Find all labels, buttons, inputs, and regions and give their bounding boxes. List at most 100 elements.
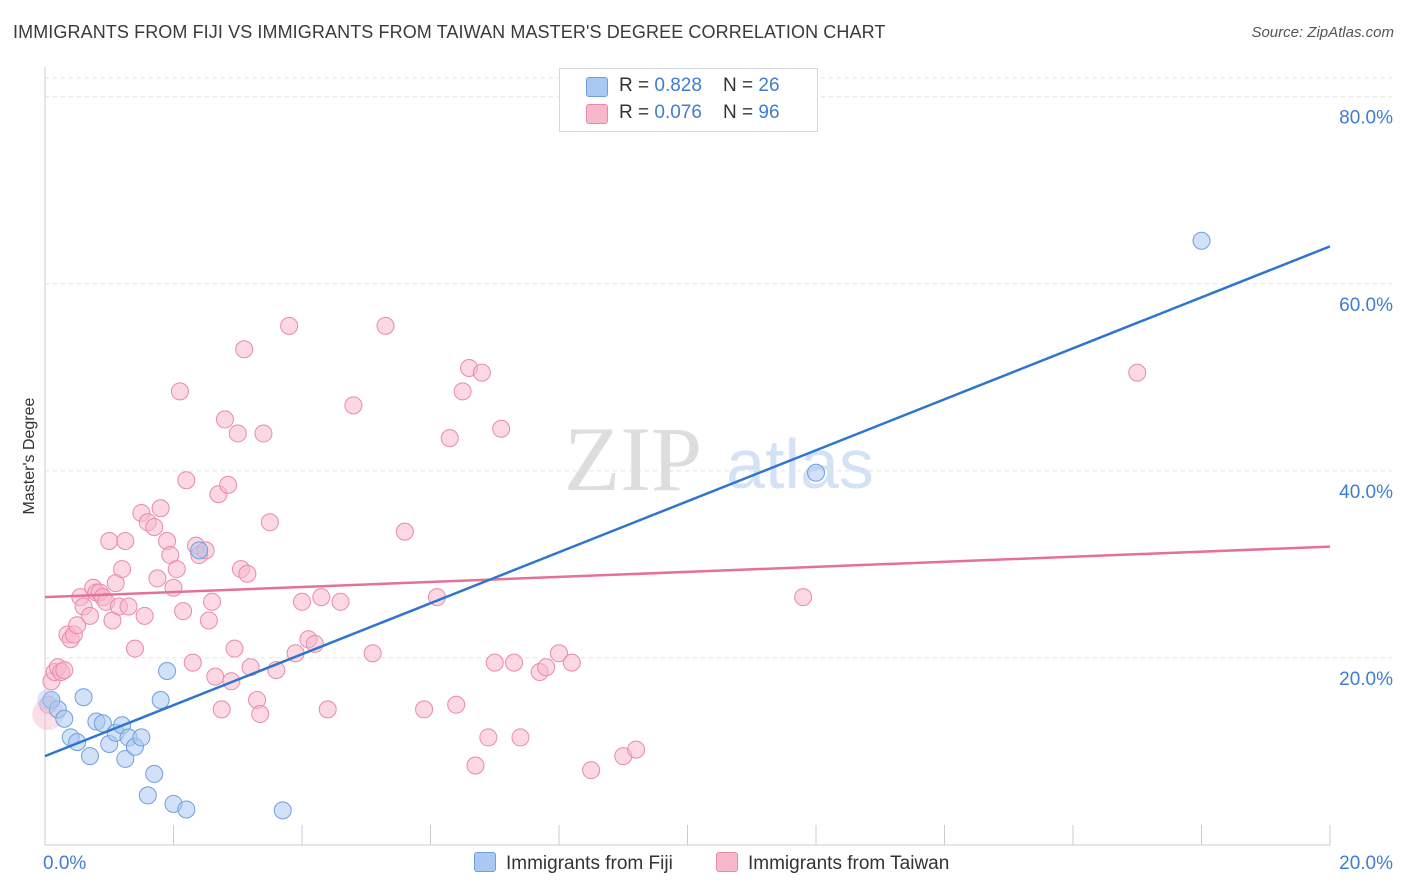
fiji-point [151,691,170,710]
taiwan-point [627,740,646,759]
taiwan-point [135,606,154,625]
taiwan-point [472,363,491,382]
taiwan-point [68,616,87,635]
taiwan-point [177,471,196,490]
taiwan-point [145,517,164,536]
taiwan-point [550,644,568,663]
taiwan-point [100,532,119,551]
legend-r-value-taiwan: 0.076 [654,102,702,123]
fiji-point [145,764,164,783]
taiwan-point [395,522,414,541]
fiji-point [158,662,177,681]
taiwan-point [344,396,363,415]
fiji-point [177,800,196,819]
taiwan-point [199,611,218,630]
legend-swatch-taiwan [586,104,608,124]
taiwan-point [1128,363,1147,382]
taiwan-point [167,560,186,579]
fiji-point [80,747,99,766]
taiwan-point [225,639,244,658]
y-tick-label: 60.0% [1339,295,1393,316]
axes [44,67,1331,846]
taiwan-point [485,653,504,672]
taiwan-point [318,700,337,719]
taiwan-point [212,700,231,719]
bottom-legend-label-fiji: Immigrants from Fiji [506,853,673,874]
y-tick-label: 80.0% [1339,108,1393,129]
taiwan-point [363,644,382,663]
x-tick-label-start: 0.0% [43,853,86,874]
taiwan-point [440,429,459,448]
taiwan-point [260,513,279,532]
taiwan-point [794,588,813,607]
bottom-legend-swatch-taiwan [716,852,738,872]
legend-n-label: N = [723,75,759,96]
taiwan-point [219,475,238,494]
taiwan-point [203,592,222,611]
taiwan-point [312,588,331,607]
source-label: Source: ZipAtlas.com [1251,24,1394,41]
taiwan-point [479,728,498,747]
bottom-legend-taiwan: Immigrants from Taiwan [716,852,949,875]
bottom-legend-swatch-fiji [474,852,496,872]
taiwan-point [511,728,530,747]
axis-labels: 20.0% 40.0% 60.0% 80.0% 0.0% 20.0% Master's De… [21,108,1393,874]
fiji-point [190,541,209,560]
taiwan-point [119,597,138,616]
bottom-legend-label-taiwan: Immigrants from Taiwan [748,853,950,874]
taiwan-point [183,653,202,672]
taiwan-point [80,606,99,625]
taiwan-point [116,532,135,551]
taiwan-point [453,382,472,401]
taiwan-point [215,410,234,429]
legend-n-label: N = [723,102,759,123]
taiwan-point [280,316,299,335]
fiji-point [273,801,292,820]
taiwan-point [55,661,74,680]
fiji-point [138,786,157,805]
trend-lines [44,245,1331,758]
fiji-point [55,709,74,728]
legend-swatch-fiji [586,77,608,97]
chart-title: IMMIGRANTS FROM FIJI VS IMMIGRANTS FROM … [13,22,886,42]
trend-line-fiji [44,245,1331,758]
fiji-point-cluster [37,689,60,712]
fiji-point [74,688,93,707]
taiwan-point [238,564,257,583]
taiwan-point [148,569,167,588]
taiwan-point [151,499,170,518]
y-tick-label: 40.0% [1339,482,1393,503]
watermark: ZIP atlas [564,408,874,510]
legend-n-value-fiji: 26 [758,75,780,96]
taiwan-point [415,700,434,719]
series-fiji-points [37,231,1211,820]
bottom-legend-fiji: Immigrants from Fiji [474,852,673,875]
legend-r-label: R = [619,102,655,123]
legend-n-value-taiwan: 96 [758,102,780,123]
taiwan-point [331,592,350,611]
taiwan-point [228,424,247,443]
legend-r-label: R = [619,75,655,96]
taiwan-point [164,578,183,597]
taiwan-point [235,340,254,359]
y-axis-label: Master's Degree [21,397,38,514]
correlation-legend: R = 0.828 N = 26 R = 0.076 N = 96 [559,68,818,132]
taiwan-point [447,695,466,714]
fiji-point [132,728,151,747]
taiwan-point [582,761,601,780]
taiwan-point [113,560,132,579]
legend-r-value-fiji: 0.828 [654,75,702,96]
fiji-point [1192,231,1211,250]
y-tick-label: 20.0% [1339,669,1393,690]
x-tick-label-end: 20.0% [1339,853,1393,874]
fiji-point [116,749,135,768]
taiwan-point [537,658,556,677]
trend-line-taiwan [44,545,1331,599]
taiwan-point [170,382,189,401]
taiwan-point [562,653,581,672]
taiwan-point [206,667,225,686]
taiwan-point [293,592,311,611]
taiwan-point [125,639,144,658]
taiwan-point [505,653,524,672]
